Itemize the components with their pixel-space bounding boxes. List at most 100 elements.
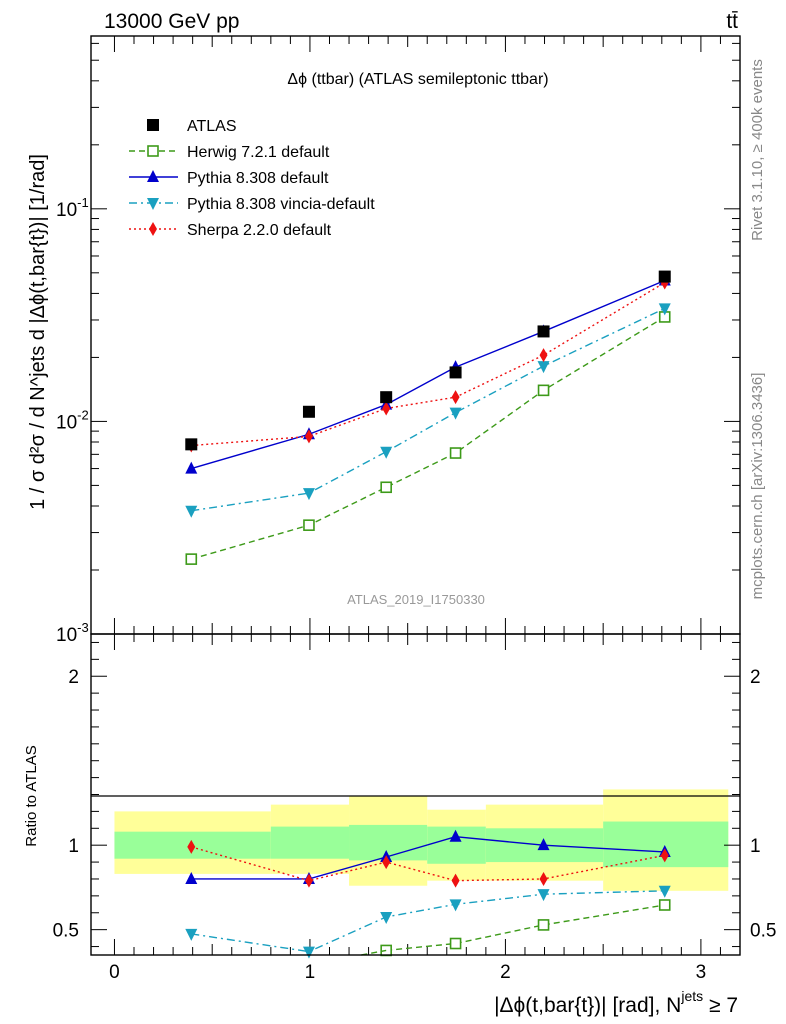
legend-entry: Herwig 7.2.1 default: [129, 144, 330, 161]
legend: ATLAS Herwig 7.2.1 default Pythia 8.308 de…: [129, 118, 375, 239]
x-tick-label: 2: [500, 962, 511, 983]
ratio-y-tick-label: 0.5: [53, 921, 79, 942]
series-pythia-8-308-vincia-default: [185, 885, 671, 959]
series-sherpa-2-2-0-default: [187, 839, 669, 888]
y-tick-exponent: -2: [77, 407, 89, 422]
legend-label: Sherpa 2.2.0 default: [187, 222, 332, 239]
legend-marker: [147, 145, 159, 157]
plot-title: Δϕ (ttbar) (ATLAS semileptonic ttbar): [287, 71, 548, 88]
y-axis-label: 1 / σ d²σ / d N^jets d |Δϕ(t,bar{t})| [1…: [27, 154, 49, 510]
data-point: [380, 911, 393, 924]
data-point: [303, 519, 315, 531]
data-point: [185, 505, 198, 518]
data-point: [380, 391, 393, 404]
y-tick-base: 10: [56, 200, 77, 221]
x-tick-label: 0: [109, 962, 120, 983]
series-pythia-8-308-vincia-default: [185, 303, 671, 518]
data-point: [185, 553, 198, 565]
data-point: [537, 361, 550, 374]
svg-text:|Δϕ(t,bar{t})| [rad], Njets ≥: |Δϕ(t,bar{t})| [rad], Njets ≥ 7: [494, 988, 738, 1017]
series-line: [191, 836, 665, 880]
rivet-version-label: Rivet 3.1.10, ≥ 400k events: [749, 59, 766, 241]
legend-label: Pythia 8.308 vincia-default: [187, 196, 375, 213]
legend-label: Pythia 8.308 default: [187, 170, 329, 187]
y-tick-label: 10-2: [56, 407, 89, 433]
legend-entry: Sherpa 2.2.0 default: [129, 222, 332, 239]
data-point: [302, 488, 315, 501]
data-point: [185, 928, 198, 941]
x-axis-label: |Δϕ(t,bar{t})| [rad], Njets ≥ 7: [494, 988, 738, 1017]
series-line: [191, 316, 666, 560]
mcplots-source-label: mcplots.cern.ch [arXiv:1306.3436]: [749, 373, 766, 600]
data-point: [449, 899, 462, 912]
y-tick-base: 10: [56, 412, 77, 433]
series-atlas: [185, 270, 671, 451]
y-tick-label: 10-1: [56, 195, 89, 221]
data-point: [537, 325, 550, 338]
data-point: [304, 873, 313, 888]
ratio-ticks: 0 1 2 3 0.5 0.5 1 1 2 2: [53, 634, 776, 983]
data-point: [185, 438, 198, 451]
series-herwig-7-2-1-default: [185, 311, 671, 565]
x-tick-label: 3: [696, 962, 707, 983]
ratio-y-axis-label: Ratio to ATLAS: [23, 745, 40, 846]
data-point: [449, 447, 462, 459]
series-line: [191, 307, 666, 512]
legend-label: Herwig 7.2.1 default: [187, 144, 330, 161]
data-point: [185, 871, 198, 884]
ratio-y-tick-label: 2: [750, 667, 761, 688]
series-line: [191, 890, 665, 953]
x-tick-label: 1: [305, 962, 316, 983]
data-point: [382, 401, 391, 416]
ratio-frame: [90, 633, 741, 956]
collision-energy-label: 13000 GeV pp: [104, 10, 239, 33]
legend-marker: [149, 222, 157, 236]
data-point: [660, 848, 669, 863]
y-tick-label: 10-3: [56, 620, 89, 646]
legend-marker: [147, 119, 159, 131]
ratio-y-tick-label: 1: [750, 836, 761, 857]
data-point: [537, 384, 550, 397]
series-line: [191, 281, 666, 447]
ratio-uncertainty-bands: [114, 789, 729, 891]
data-point: [451, 390, 460, 405]
data-point: [380, 446, 393, 459]
series-line: [386, 904, 665, 952]
data-point: [537, 838, 550, 851]
y-tick-base: 10: [56, 625, 77, 646]
data-point: [185, 461, 198, 474]
ratio-y-tick-label: 0.5: [750, 921, 776, 942]
main-series: [185, 270, 671, 565]
data-point: [658, 899, 671, 911]
data-point: [537, 889, 550, 902]
data-point: [539, 871, 548, 886]
y-tick-exponent: -1: [77, 195, 89, 210]
data-point: [302, 946, 315, 959]
ratio-band-inner: [270, 826, 350, 859]
x-axis-label-main: |Δϕ(t,bar{t})| [rad], N: [494, 994, 681, 1017]
data-point: [382, 855, 391, 870]
ratio-panel: 0 1 2 3 0.5 0.5 1 1 2 2: [53, 633, 776, 983]
data-point: [187, 839, 196, 854]
series-pythia-8-308-default: [185, 273, 671, 474]
series-herwig-7-2-1-default: [361, 899, 671, 957]
data-point: [537, 919, 550, 931]
ratio-y-tick-label: 2: [68, 667, 79, 688]
x-axis-label-sup: jets: [680, 988, 703, 1004]
data-point: [658, 885, 671, 898]
legend-entry: Pythia 8.308 default: [129, 170, 329, 187]
analysis-label: ATLAS_2019_I1750330: [347, 592, 485, 607]
ratio-y-tick-label: 1: [68, 836, 79, 857]
series-line-clipped: [361, 949, 387, 956]
data-point: [304, 429, 313, 444]
main-panel: 10-310-210-1 Δϕ (ttbar) (ATLAS semilepto…: [56, 35, 741, 646]
data-point: [451, 873, 460, 888]
y-tick-exponent: -3: [77, 620, 89, 635]
legend-marker: [147, 170, 159, 182]
data-point: [449, 937, 462, 950]
data-point: [449, 829, 462, 842]
data-point: [449, 366, 462, 379]
data-point: [539, 348, 548, 363]
data-point: [658, 270, 671, 283]
